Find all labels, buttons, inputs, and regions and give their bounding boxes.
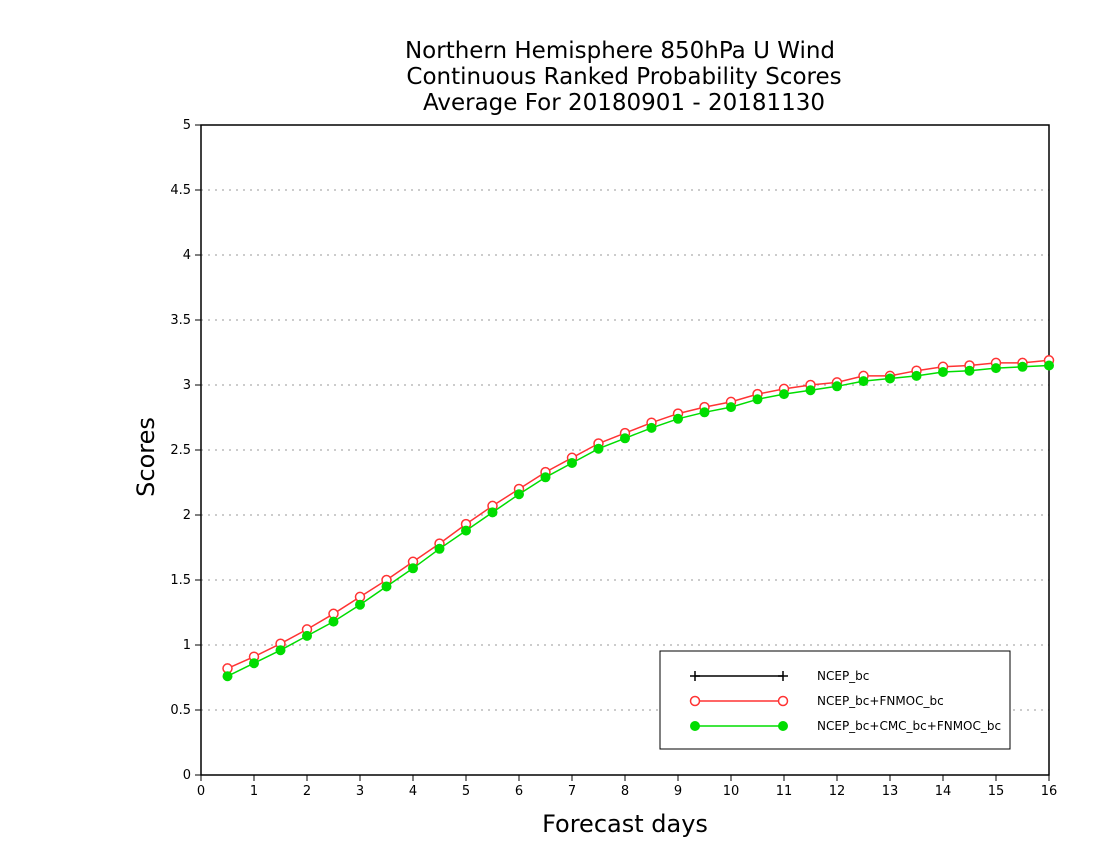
x-tick-label: 3 [356, 784, 364, 799]
legend-item: NCEP_bc [690, 669, 869, 683]
data-point [805, 385, 816, 396]
legend-label: NCEP_bc [817, 669, 869, 683]
data-point [461, 525, 471, 536]
x-tick-label: 16 [1041, 784, 1058, 799]
y-tick-label: 2.5 [170, 443, 191, 458]
data-point [355, 599, 365, 610]
legend-item: NCEP_bc+CMC_bc+FNMOC_bc [690, 719, 1001, 733]
data-point [222, 671, 233, 682]
title-line-3: Average For 20180901 - 20181130 [423, 90, 825, 116]
y-tick-label: 5 [183, 118, 191, 133]
y-tick-label: 2 [183, 508, 191, 523]
x-tick-label: 11 [776, 784, 793, 799]
series-1 [222, 355, 1055, 674]
x-tick-label: 9 [674, 784, 682, 799]
x-axis: 0 1 2 3 4 5 6 7 8 9 10 11 12 13 14 15 16 [197, 775, 1057, 799]
legend-marker [778, 721, 788, 731]
data-point [779, 389, 789, 400]
data-point [249, 658, 259, 669]
data-point [726, 402, 736, 413]
legend-marker [690, 671, 700, 681]
legend-marker [777, 695, 789, 707]
legend-label: NCEP_bc+CMC_bc+FNMOC_bc [817, 719, 1001, 733]
legend-label: NCEP_bc+FNMOC_bc [817, 694, 944, 708]
x-tick-label: 15 [988, 784, 1005, 799]
series-line [227, 359, 1050, 670]
y-tick-label: 3 [183, 378, 191, 393]
x-tick-label: 0 [197, 784, 205, 799]
y-tick-label: 1.5 [170, 573, 191, 588]
data-point [1044, 360, 1054, 371]
data-point [699, 407, 710, 418]
y-tick-label: 1 [183, 638, 191, 653]
y-tick-label: 0.5 [170, 703, 191, 718]
gridlines [201, 189, 1049, 711]
data-point [620, 433, 630, 444]
data-point [646, 422, 657, 433]
data-point [752, 394, 763, 405]
x-tick-label: 14 [935, 784, 952, 799]
title-line-1: Northern Hemisphere 850hPa U Wind [405, 38, 835, 64]
chart-title: Northern Hemisphere 850hPa U Wind Contin… [405, 38, 842, 116]
y-tick-label: 4 [183, 248, 191, 263]
data-point [567, 458, 577, 468]
data-point [593, 443, 604, 454]
x-tick-label: 8 [621, 784, 629, 799]
y-axis-label: Scores [132, 417, 160, 497]
legend-item: NCEP_bc+FNMOC_bc [689, 694, 944, 708]
series-2 [222, 360, 1054, 682]
data-point [911, 370, 922, 381]
x-tick-label: 7 [568, 784, 576, 799]
y-tick-label: 4.5 [170, 183, 191, 198]
y-tick-label: 3.5 [170, 313, 191, 328]
series-line [227, 364, 1050, 677]
data-point [381, 581, 392, 592]
data-point [858, 376, 869, 387]
x-tick-label: 12 [829, 784, 846, 799]
data-point [514, 489, 524, 500]
x-tick-label: 5 [462, 784, 470, 799]
data-point [328, 616, 339, 627]
data-point [434, 543, 445, 554]
title-line-2: Continuous Ranked Probability Scores [406, 64, 841, 90]
data-point [832, 381, 842, 392]
legend-marker [778, 671, 788, 681]
x-tick-label: 4 [409, 784, 417, 799]
data-point [275, 645, 286, 656]
data-point [302, 630, 312, 641]
data-point [673, 413, 683, 424]
x-tick-label: 1 [250, 784, 258, 799]
legend-marker [690, 721, 700, 731]
y-axis: 0 0.5 1 1.5 2 2.5 3 3.5 4 4.5 5 [170, 118, 201, 783]
legend-marker [689, 695, 701, 707]
data-point [1017, 361, 1028, 372]
data-point [885, 373, 895, 384]
x-tick-label: 13 [882, 784, 899, 799]
x-tick-label: 2 [303, 784, 311, 799]
data-point [938, 367, 948, 377]
x-tick-label: 6 [515, 784, 523, 799]
legend-box [659, 650, 1011, 750]
data-point [487, 507, 498, 518]
y-tick-label: 0 [183, 768, 191, 783]
series-layer [222, 355, 1055, 682]
data-point [540, 472, 551, 483]
x-tick-label: 10 [723, 784, 740, 799]
legend: NCEP_bc NCEP_bc+FNMOC_bc NCEP_bc+CMC_bc+FN… [659, 650, 1011, 750]
data-point [991, 363, 1001, 374]
data-point [964, 365, 975, 376]
data-point [408, 563, 418, 574]
x-axis-label: Forecast days [542, 810, 708, 838]
